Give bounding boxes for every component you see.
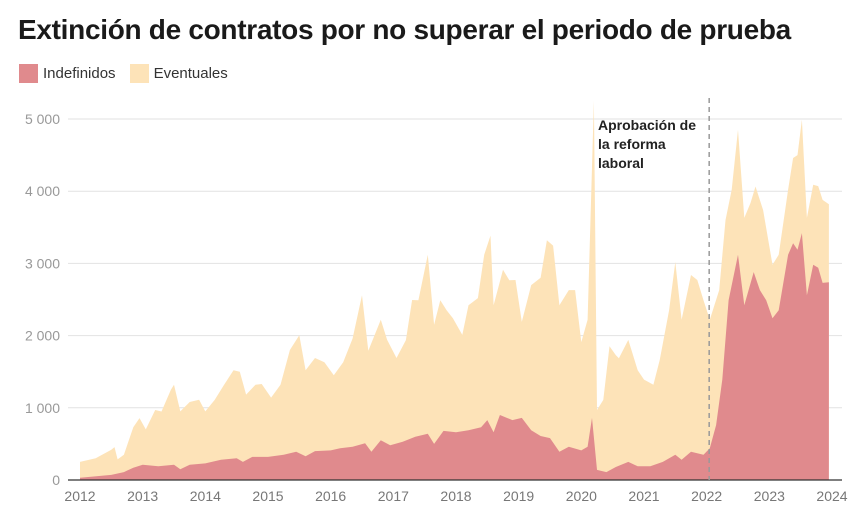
legend-swatch-indefinidos: [19, 64, 38, 83]
y-tick-label: 5 000: [25, 111, 60, 127]
x-tick-label: 2015: [252, 488, 283, 504]
chart-title: Extinción de contratos por no superar el…: [18, 14, 791, 45]
x-tick-label: 2017: [378, 488, 409, 504]
annotation-text: laboral: [598, 155, 644, 171]
legend-label-eventuales: Eventuales: [153, 65, 228, 82]
x-tick-label: 2013: [127, 488, 158, 504]
area-eventuales: [80, 100, 829, 481]
y-tick-label: 0: [52, 472, 60, 488]
area-indefinidos: [80, 233, 829, 480]
x-tick-label: 2012: [64, 488, 95, 504]
annotation-text: Aprobación de: [598, 117, 696, 133]
legend-label-indefinidos: Indefinidos: [43, 65, 116, 82]
y-tick-label: 1 000: [25, 400, 60, 416]
x-tick-label: 2021: [628, 488, 659, 504]
legend: Indefinidos Eventuales: [19, 64, 228, 83]
x-tick-label: 2018: [440, 488, 471, 504]
y-tick-label: 3 000: [25, 255, 60, 271]
x-tick-label: 2022: [691, 488, 722, 504]
legend-swatch-eventuales: [129, 64, 149, 83]
y-tick-label: 4 000: [25, 183, 60, 199]
x-tick-label: 2023: [754, 488, 785, 504]
legend-item-eventuales: Eventuales: [129, 64, 228, 83]
x-tick-label: 2014: [190, 488, 221, 504]
annotation-text: la reforma: [598, 136, 666, 152]
legend-item-indefinidos: Indefinidos: [19, 64, 116, 83]
x-tick-label: 2020: [566, 488, 597, 504]
x-tick-label: 2019: [503, 488, 534, 504]
x-tick-label: 2016: [315, 488, 346, 504]
y-tick-label: 2 000: [25, 328, 60, 344]
x-tick-label: 2024: [816, 488, 847, 504]
